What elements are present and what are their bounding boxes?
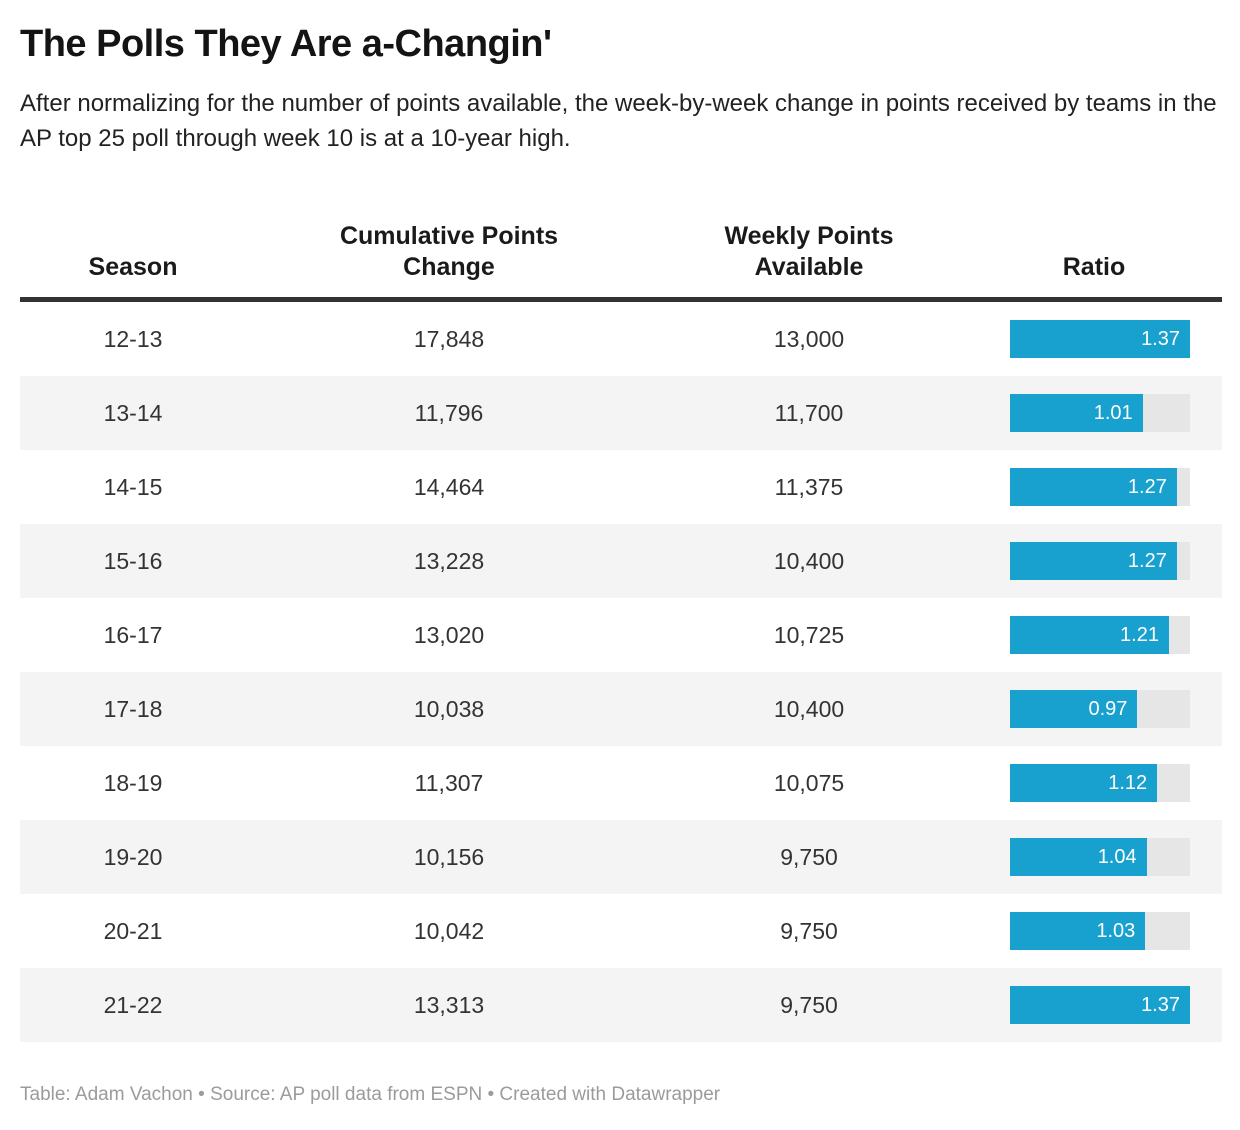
cumulative-points-change-cell: 10,156	[413, 843, 485, 870]
table-row: 12-13 17,848 13,000 1.37	[20, 302, 1222, 376]
cumulative-points-change-cell: 11,796	[414, 399, 484, 426]
ratio-value-label: 1.12	[1108, 771, 1148, 794]
cumulative-points-change-cell: 13,228	[413, 547, 485, 574]
season-cell: 13-14	[103, 399, 163, 426]
table-row: 14-15 14,464 11,375 1.27	[20, 450, 1222, 524]
ratio-cell: 1.12	[966, 746, 1222, 820]
poll-ratio-table: Season Cumulative Points Change Weekly P…	[20, 208, 1222, 1042]
season-cell: 19-20	[103, 843, 163, 870]
cumulative-points-change-cell: 17,848	[413, 325, 485, 352]
weekly-points-available-cell: 9,750	[780, 991, 838, 1018]
ratio-bar-track: 1.37	[1010, 986, 1190, 1024]
ratio-bar: 0.97	[1010, 690, 1138, 728]
ratio-bar: 1.12	[1010, 764, 1158, 802]
column-header-ratio: Ratio	[1062, 253, 1126, 281]
column-header-weekly-points-available: Weekly Points Available	[724, 222, 894, 281]
weekly-points-available-cell: 9,750	[780, 843, 838, 870]
ratio-cell: 0.97	[966, 672, 1222, 746]
cumulative-points-change-cell: 10,038	[413, 695, 485, 722]
cumulative-points-change-cell: 11,307	[414, 769, 484, 796]
table-row: 17-18 10,038 10,400 0.97	[20, 672, 1222, 746]
season-cell: 21-22	[103, 991, 163, 1018]
ratio-bar-track: 0.97	[1010, 690, 1190, 728]
ratio-value-label: 1.04	[1097, 845, 1137, 868]
page-title: The Polls They Are a-Changin'	[20, 23, 552, 65]
table-row: 19-20 10,156 9,750 1.04	[20, 820, 1222, 894]
season-cell: 14-15	[103, 473, 163, 500]
weekly-points-available-cell: 13,000	[773, 325, 845, 352]
ratio-bar: 1.03	[1010, 912, 1146, 950]
ratio-bar: 1.27	[1010, 542, 1177, 580]
ratio-bar-track: 1.12	[1010, 764, 1190, 802]
weekly-points-available-cell: 10,400	[773, 695, 845, 722]
chart-description: After normalizing for the number of poin…	[20, 90, 1217, 152]
cumulative-points-change-cell: 10,042	[413, 917, 485, 944]
ratio-cell: 1.04	[966, 820, 1222, 894]
table-row: 15-16 13,228 10,400 1.27	[20, 524, 1222, 598]
weekly-points-available-cell: 11,375	[774, 473, 844, 500]
table-row: 20-21 10,042 9,750 1.03	[20, 894, 1222, 968]
column-header-season: Season	[88, 253, 178, 281]
ratio-value-label: 1.03	[1096, 919, 1136, 942]
column-header-cumulative-points-change: Cumulative Points Change	[339, 222, 559, 281]
table-footer-credit: Table: Adam Vachon • Source: AP poll dat…	[20, 1084, 721, 1105]
cumulative-points-change-cell: 13,020	[413, 621, 485, 648]
ratio-bar-track: 1.04	[1010, 838, 1190, 876]
ratio-bar: 1.37	[1010, 986, 1190, 1024]
table-row: 18-19 11,307 10,075 1.12	[20, 746, 1222, 820]
ratio-bar-track: 1.21	[1010, 616, 1190, 654]
weekly-points-available-cell: 10,400	[773, 547, 845, 574]
ratio-bar: 1.21	[1010, 616, 1169, 654]
table-body: 12-13 17,848 13,000 1.37 13-14 11,796 11,700 1.…	[20, 302, 1222, 1042]
ratio-value-label: 1.27	[1127, 549, 1167, 572]
season-cell: 16-17	[103, 621, 163, 648]
ratio-bar: 1.04	[1010, 838, 1147, 876]
weekly-points-available-cell: 10,075	[773, 769, 845, 796]
ratio-value-label: 1.21	[1120, 623, 1159, 646]
ratio-value-label: 1.01	[1093, 401, 1133, 424]
ratio-cell: 1.37	[966, 968, 1222, 1042]
ratio-value-label: 0.97	[1088, 697, 1128, 720]
ratio-cell: 1.27	[966, 450, 1222, 524]
season-cell: 18-19	[103, 769, 163, 796]
ratio-bar: 1.27	[1010, 468, 1177, 506]
table-row: 16-17 13,020 10,725 1.21	[20, 598, 1222, 672]
ratio-bar-track: 1.27	[1010, 468, 1190, 506]
ratio-cell: 1.27	[966, 524, 1222, 598]
weekly-points-available-cell: 9,750	[780, 917, 838, 944]
season-cell: 15-16	[103, 547, 163, 574]
ratio-bar-track: 1.27	[1010, 542, 1190, 580]
table-header-row: Season Cumulative Points Change Weekly P…	[20, 208, 1222, 302]
ratio-value-label: 1.27	[1127, 475, 1167, 498]
ratio-bar: 1.01	[1010, 394, 1143, 432]
weekly-points-available-cell: 11,700	[774, 399, 844, 426]
ratio-value-label: 1.37	[1141, 327, 1180, 350]
ratio-cell: 1.03	[966, 894, 1222, 968]
weekly-points-available-cell: 10,725	[773, 621, 845, 648]
ratio-bar-track: 1.03	[1010, 912, 1190, 950]
ratio-bar-track: 1.01	[1010, 394, 1190, 432]
season-cell: 12-13	[103, 325, 163, 352]
season-cell: 20-21	[103, 917, 163, 944]
ratio-cell: 1.37	[966, 302, 1222, 376]
ratio-bar-track: 1.37	[1010, 320, 1190, 358]
cumulative-points-change-cell: 14,464	[413, 473, 485, 500]
ratio-bar: 1.37	[1010, 320, 1190, 358]
ratio-cell: 1.01	[966, 376, 1222, 450]
season-cell: 17-18	[103, 695, 163, 722]
ratio-cell: 1.21	[966, 598, 1222, 672]
ratio-value-label: 1.37	[1141, 993, 1180, 1016]
table-row: 13-14 11,796 11,700 1.01	[20, 376, 1222, 450]
table-row: 21-22 13,313 9,750 1.37	[20, 968, 1222, 1042]
cumulative-points-change-cell: 13,313	[413, 991, 485, 1018]
